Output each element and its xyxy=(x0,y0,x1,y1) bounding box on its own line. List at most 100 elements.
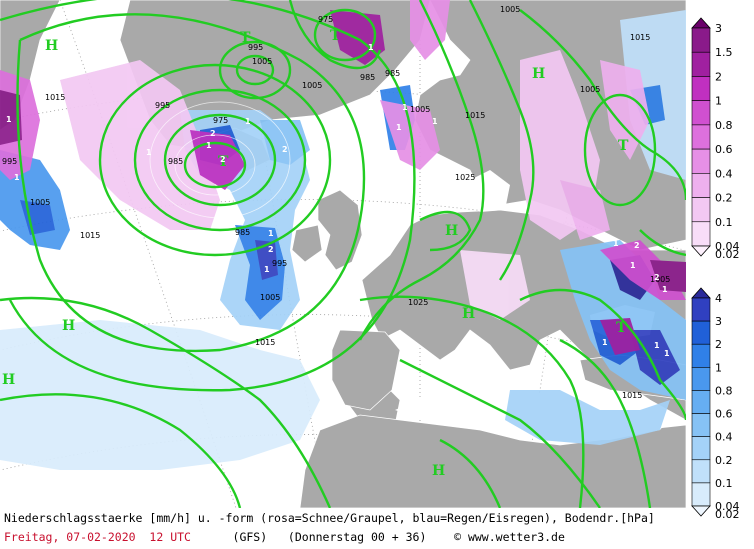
legend-swatch xyxy=(691,320,711,345)
precip-value: 1 xyxy=(245,117,251,126)
precip-value: 1 xyxy=(432,117,438,126)
legend-swatch xyxy=(691,197,711,223)
isobar-label: 1015 xyxy=(622,391,642,400)
precip-value: 2 xyxy=(210,129,216,138)
legend-arrow-bottom xyxy=(691,505,711,517)
isobar-label: 995 xyxy=(2,157,17,166)
low-pressure-marker: T xyxy=(218,154,229,170)
rain-legend: 4 3 2 1 0.8 0.6 0.4 0.2 0.1 0.04 0.02 xyxy=(690,286,752,520)
forecast-map: 975 995 985 995 1005 1015 1005 1025 1015… xyxy=(0,0,686,508)
precip-value: 2 xyxy=(268,245,274,254)
precip-value: 1 xyxy=(6,115,12,124)
isobar-label: 1015 xyxy=(45,93,65,102)
isobar-label: 985 xyxy=(168,157,183,166)
precip-value: 1 xyxy=(662,285,668,294)
rain-legend-bar: 4 3 2 1 0.8 0.6 0.4 0.2 0.1 0.040.02 xyxy=(691,287,740,520)
legend-label: 0.02 xyxy=(715,248,740,260)
rain-west-core xyxy=(20,200,55,235)
legend-label: 0.1 xyxy=(715,216,733,229)
precip-value: 1 xyxy=(206,141,212,150)
legend-label: 3 xyxy=(715,315,722,328)
precip-value: 1 xyxy=(268,229,274,238)
legend-arrow-top xyxy=(691,17,711,29)
legend-arrow-top xyxy=(691,287,711,299)
isobar-label: 1015 xyxy=(80,231,100,240)
legend-swatch xyxy=(691,173,711,198)
isobar-label: 1005 xyxy=(302,81,322,90)
legend-label: 2 xyxy=(715,70,722,83)
legend-label: 0.02 xyxy=(715,508,740,520)
snow-norway xyxy=(380,100,440,170)
forecast-text: (Donnerstag 00 + 36) xyxy=(287,530,427,544)
precip-value: 1 xyxy=(654,341,660,350)
precip-value: 1 xyxy=(368,43,374,52)
legend-label: 0.8 xyxy=(715,384,733,397)
legend-swatch xyxy=(691,459,711,484)
precip-value: 2 xyxy=(282,145,288,154)
legend-label: 0.1 xyxy=(715,477,733,490)
legend-swatch xyxy=(691,343,711,368)
snow-poland xyxy=(560,180,610,240)
precip-value: 1 xyxy=(602,338,608,347)
legend-label: 0.6 xyxy=(715,408,733,421)
snow-balkans-core xyxy=(650,260,686,292)
legend-swatch xyxy=(691,148,711,174)
legend-label: 0.6 xyxy=(715,143,733,156)
isobar-label: 1005 xyxy=(30,198,50,207)
rain-med xyxy=(505,390,670,445)
snow-alps xyxy=(460,250,530,320)
isobar-labels: 975 995 985 995 1005 1015 1005 1025 1015… xyxy=(2,5,670,400)
isobar-label: 1005 xyxy=(410,105,430,114)
precip-value: 2 xyxy=(654,273,660,282)
precip-value: 1 xyxy=(264,265,270,274)
isobars xyxy=(0,0,686,508)
isobar-label: 975 xyxy=(213,116,228,125)
time-text: 12 UTC xyxy=(149,530,191,544)
legend-label: 0.2 xyxy=(715,454,733,467)
precip-value: 1 xyxy=(146,148,152,157)
snow-labrador-sea xyxy=(60,60,220,230)
high-pressure-marker: H xyxy=(45,38,58,54)
low-pressure-marker: T xyxy=(616,320,627,336)
legend-swatch xyxy=(691,124,711,150)
precip-value: 1 xyxy=(630,261,636,270)
rain-south-atlantic xyxy=(0,320,320,470)
isobar-label: 1015 xyxy=(255,338,275,347)
precip-value: 1 xyxy=(664,349,670,358)
legend-label: 3 xyxy=(715,22,722,35)
isobar-label: 995 xyxy=(155,101,170,110)
isobar-label: 1005 xyxy=(500,5,520,14)
footer-description: Niederschlagsstaerke [mm/h] u. -form (ro… xyxy=(4,511,655,525)
rain-atlantic-max xyxy=(255,240,278,280)
isobar-label: 995 xyxy=(248,43,263,52)
date-text: Freitag, 07-02-2020 xyxy=(4,530,136,544)
snow-legend-bar: 3 1.5 2 1 0.8 0.6 0.4 0.2 0.1 0.040.02 xyxy=(691,17,740,260)
legend-swatch xyxy=(691,297,711,322)
isobar-label: 995 xyxy=(272,259,287,268)
legend-label: 0.04 xyxy=(715,240,740,253)
legend-label: 0.4 xyxy=(715,167,733,180)
legend-swatch xyxy=(691,100,711,126)
description-text: Niederschlagsstaerke [mm/h] u. -form (ro… xyxy=(4,511,655,525)
legend-label: 4 xyxy=(715,292,722,305)
legend-label: 1 xyxy=(715,95,722,108)
isobar-label: 1015 xyxy=(465,111,485,120)
high-pressure-marker: H xyxy=(532,66,545,82)
legend-swatch xyxy=(691,51,711,77)
legend-swatch xyxy=(691,221,711,247)
snow-areas xyxy=(0,0,686,355)
legend-swatch xyxy=(691,413,711,437)
precip-value-labels: 1 1 2 2 1 1 2 1 1 2 1 1 1 1 2 1 1 2 1 1 xyxy=(6,43,670,358)
pressure-centers: H H H H H H H T T T T T xyxy=(2,28,629,479)
low-pressure-marker: T xyxy=(240,30,251,46)
legend-arrow-bottom xyxy=(691,245,711,257)
legend-swatch xyxy=(691,76,711,101)
isobar-label: 1005 xyxy=(580,85,600,94)
precip-value: 1 xyxy=(396,123,402,132)
legend-label: 1 xyxy=(715,361,722,374)
isobar-label: 975 xyxy=(318,15,333,24)
isobar-label: 985 xyxy=(235,228,250,237)
legend-swatch xyxy=(691,436,711,461)
low-pressure-marker: T xyxy=(330,28,341,44)
isobar-label: 1025 xyxy=(408,298,428,307)
